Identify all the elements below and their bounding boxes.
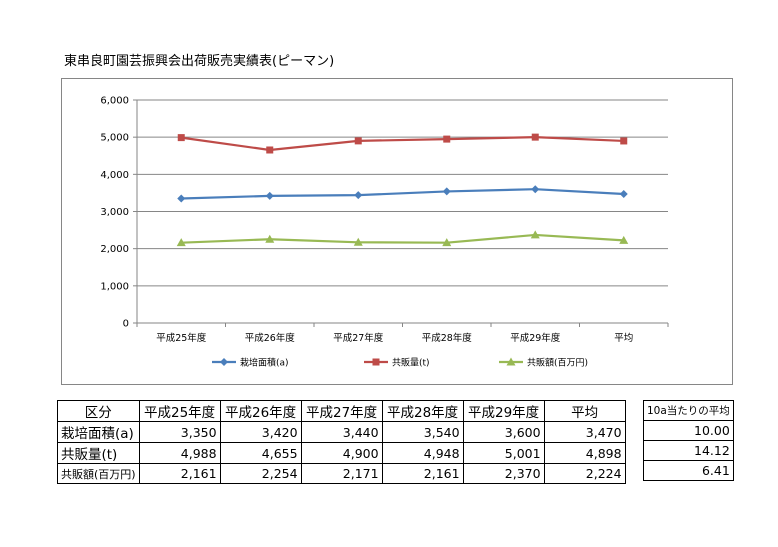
data-point-diamond	[354, 191, 363, 200]
legend-label: 栽培面積(a)	[240, 357, 289, 369]
table-cell: 2,224	[543, 463, 626, 484]
series-line	[181, 233, 624, 244]
x-tick-label: 平成28年度	[422, 332, 473, 344]
table-cell: 2,161	[381, 463, 464, 484]
data-point-square	[443, 135, 451, 143]
data-point-triangle	[619, 235, 629, 244]
table-cell: 4,900	[300, 442, 383, 464]
data-point-triangle	[506, 357, 516, 366]
row-label: 栽培面積(a)	[57, 421, 140, 443]
y-tick-label: 6,000	[100, 96, 129, 107]
series-line	[181, 136, 624, 152]
x-tick-label: 平成29年度	[510, 332, 561, 344]
table-cell: 3,470	[543, 421, 626, 443]
table-row: 6.41	[643, 460, 734, 481]
data-point-square	[266, 146, 274, 154]
data-point-diamond	[619, 190, 628, 199]
y-tick-label: 3,000	[100, 207, 129, 218]
data-point-triangle	[176, 238, 186, 247]
data-point-triangle	[442, 238, 452, 247]
table-header-cell: 10a当たりの平均	[643, 400, 734, 421]
table-header-row: 区分 平成25年度 平成26年度 平成27年度 平成28年度 平成29年度 平均	[57, 400, 626, 422]
y-tick-label: 1,000	[100, 281, 129, 292]
table-row: 10.00	[643, 420, 734, 441]
y-tick-label: 5,000	[100, 133, 129, 144]
table-cell: 3,600	[462, 421, 545, 443]
data-point-diamond	[442, 187, 451, 196]
page-title: 東串良町園芸振興会出荷販売実績表(ピーマン)	[64, 54, 335, 69]
table-header-row: 10a当たりの平均	[643, 400, 734, 421]
legend-label: 共販量(t)	[392, 357, 430, 369]
y-tick-label: 0	[123, 319, 129, 330]
table-header-cell: 平成28年度	[381, 400, 464, 422]
table-row: 栽培面積(a) 3,350 3,420 3,440 3,540 3,600 3,…	[57, 421, 626, 443]
table-header-cell: 平成29年度	[462, 400, 545, 422]
table-cell: 6.41	[643, 460, 734, 481]
x-tick-label: 平成26年度	[245, 332, 296, 344]
line-chart: 0 1,000 2,000 3,000 4,000 5,000 6,000 平成25年度 平成2…	[100, 96, 669, 369]
table-cell: 4,948	[381, 442, 464, 464]
y-tick-label: 2,000	[100, 244, 129, 255]
data-point-square	[531, 133, 539, 141]
table-header-cell: 平均	[543, 400, 626, 422]
y-tick-label: 4,000	[100, 170, 129, 181]
table-row: 共販額(百万円) 2,161 2,254 2,171 2,161 2,370 2…	[57, 463, 626, 484]
data-point-diamond	[531, 185, 540, 194]
table-header-cell: 平成25年度	[138, 400, 221, 422]
row-label: 共販額(百万円)	[57, 463, 140, 484]
data-point-triangle	[353, 237, 363, 246]
data-point-diamond	[220, 358, 228, 366]
table-cell: 5,001	[462, 442, 545, 464]
data-table: 区分 平成25年度 平成26年度 平成27年度 平成28年度 平成29年度 平均…	[57, 400, 626, 484]
series-line	[181, 188, 624, 200]
table-header-cell: 平成27年度	[300, 400, 383, 422]
table-header-cell: 平成26年度	[219, 400, 302, 422]
table-cell: 2,161	[138, 463, 221, 484]
legend-label: 共販額(百万円)	[527, 357, 588, 369]
table-cell: 3,440	[300, 421, 383, 443]
table-cell: 10.00	[643, 420, 734, 441]
table-cell: 2,171	[300, 463, 383, 484]
data-point-diamond	[177, 194, 186, 203]
data-point-triangle	[530, 230, 540, 239]
data-point-diamond	[265, 191, 274, 200]
per-10a-table: 10a当たりの平均 10.00 14.12 6.41	[643, 400, 734, 481]
data-point-square	[372, 358, 380, 366]
table-cell: 4,655	[219, 442, 302, 464]
data-point-square	[620, 137, 628, 145]
data-point-square	[354, 137, 362, 145]
chart-area: 0 1,000 2,000 3,000 4,000 5,000 6,000 平成25年度 平成2…	[61, 78, 733, 385]
data-point-square	[177, 134, 185, 142]
table-cell: 4,988	[138, 442, 221, 464]
x-tick-label: 平均	[614, 332, 633, 344]
table-cell: 3,540	[381, 421, 464, 443]
table-header-cell: 区分	[57, 400, 140, 422]
x-tick-label: 平成25年度	[156, 332, 207, 344]
table-cell: 2,370	[462, 463, 545, 484]
table-cell: 2,254	[219, 463, 302, 484]
table-row: 共販量(t) 4,988 4,655 4,900 4,948 5,001 4,8…	[57, 442, 626, 464]
x-tick-label: 平成27年度	[333, 332, 384, 344]
row-label: 共販量(t)	[57, 442, 140, 464]
data-point-triangle	[265, 234, 275, 243]
table-cell: 14.12	[643, 440, 734, 461]
table-row: 14.12	[643, 440, 734, 461]
table-cell: 3,350	[138, 421, 221, 443]
table-cell: 3,420	[219, 421, 302, 443]
table-cell: 4,898	[543, 442, 626, 464]
